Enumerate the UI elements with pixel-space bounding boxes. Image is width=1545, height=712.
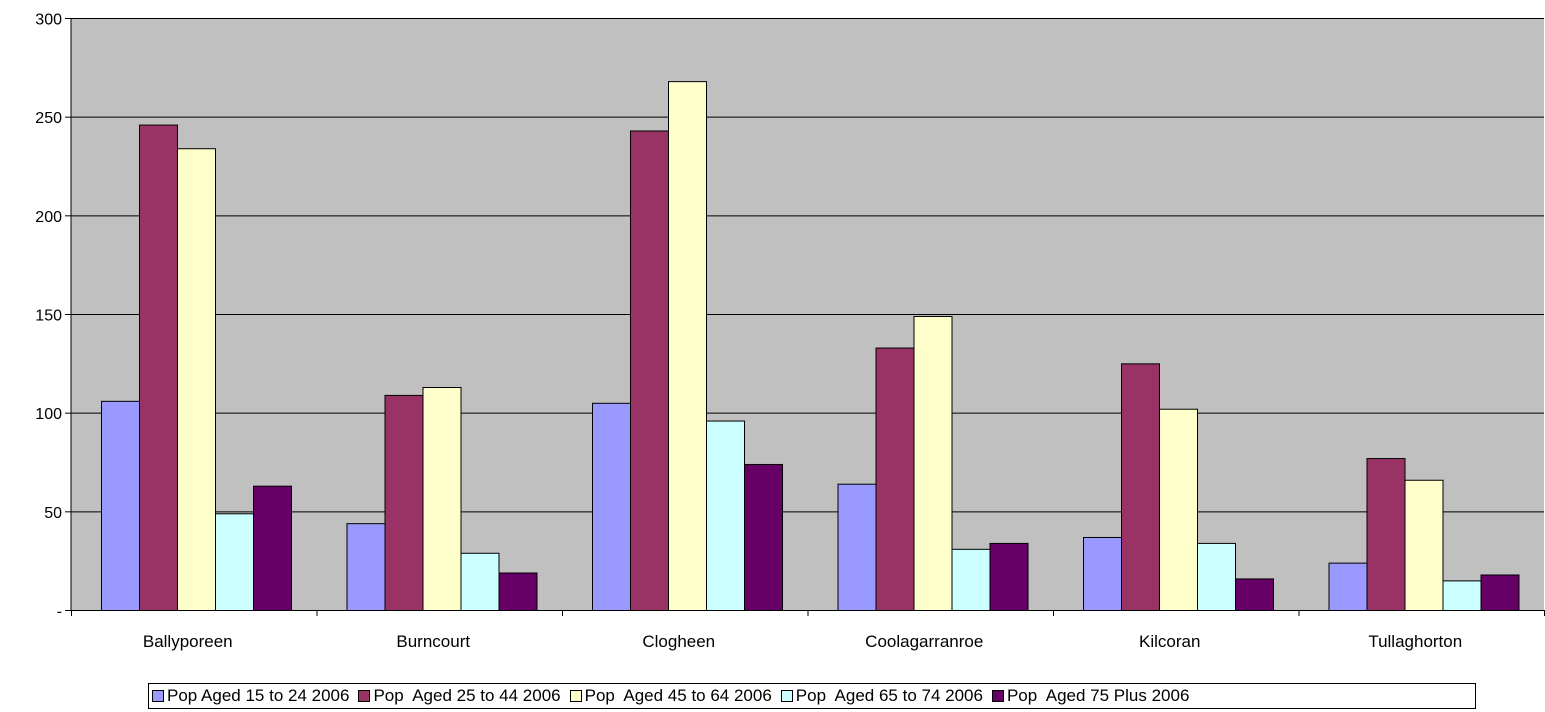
legend-item: Pop Aged 65 to 74 2006 bbox=[780, 686, 983, 706]
y-tick-label: - bbox=[57, 604, 62, 621]
y-tick-label: 50 bbox=[44, 505, 62, 522]
y-tick-label: 100 bbox=[35, 406, 62, 423]
legend-item: Pop Aged 45 to 64 2006 bbox=[569, 686, 772, 706]
bar bbox=[837, 483, 877, 611]
legend-label: Pop Aged 45 to 64 2006 bbox=[584, 686, 772, 705]
bar bbox=[498, 572, 538, 611]
legend-item: Pop Aged 75 Plus 2006 bbox=[991, 686, 1190, 706]
bar bbox=[630, 130, 669, 611]
bar bbox=[1235, 578, 1274, 612]
bar bbox=[460, 552, 500, 611]
gridlines bbox=[71, 18, 1544, 513]
legend-swatch bbox=[991, 690, 1004, 702]
x-tick-label: Kilcoran bbox=[1139, 632, 1200, 651]
legend-label: Pop Aged 25 to 44 2006 bbox=[373, 686, 561, 705]
bar bbox=[1121, 363, 1160, 612]
x-tick-label: Tullaghorton bbox=[1368, 632, 1462, 651]
bar bbox=[1083, 536, 1122, 612]
legend-label: Pop Aged 75 Plus 2006 bbox=[1006, 686, 1190, 705]
y-tick-label: 300 bbox=[35, 12, 62, 29]
bar bbox=[592, 402, 631, 611]
bar bbox=[744, 463, 783, 611]
bars bbox=[101, 81, 1520, 612]
y-tick-label: 200 bbox=[35, 209, 62, 226]
y-axis: - 50 100 150 200 250 300 bbox=[35, 12, 72, 621]
bar bbox=[1328, 562, 1368, 612]
bar bbox=[422, 387, 462, 611]
legend-label: Pop Aged 15 to 24 2006 bbox=[167, 686, 350, 705]
legend-item: Pop Aged 15 to 24 2006 bbox=[152, 686, 349, 706]
y-tick-label: 150 bbox=[35, 308, 62, 325]
bar bbox=[1366, 458, 1406, 612]
bar bbox=[346, 523, 386, 612]
legend-label: Pop Aged 65 to 74 2006 bbox=[795, 686, 983, 705]
legend-swatch bbox=[569, 690, 582, 702]
bar bbox=[177, 148, 216, 612]
legend: Pop Aged 15 to 24 2006 Pop Aged 25 to 44 … bbox=[148, 683, 1476, 709]
y-tick-label: 250 bbox=[35, 110, 62, 127]
bar bbox=[384, 394, 424, 612]
legend-item: Pop Aged 25 to 44 2006 bbox=[358, 686, 561, 706]
bar bbox=[951, 548, 991, 611]
bar bbox=[989, 542, 1029, 612]
bar bbox=[1159, 408, 1198, 611]
bar bbox=[139, 124, 178, 611]
legend-swatch bbox=[152, 690, 164, 702]
x-tick-label: Clogheen bbox=[642, 632, 715, 651]
bar bbox=[1442, 580, 1482, 612]
bar bbox=[1480, 574, 1520, 611]
chart: - 50 100 150 200 250 300 Ballyporeen Burncourt C… bbox=[35, 12, 1545, 651]
legend-swatch bbox=[780, 690, 793, 702]
x-tick-label: Burncourt bbox=[396, 632, 470, 651]
bar bbox=[913, 315, 953, 611]
bar bbox=[253, 485, 292, 611]
bar bbox=[668, 81, 707, 611]
bar bbox=[1197, 542, 1236, 612]
x-axis: Ballyporeen Burncourt Clogheen Coolagarranr… bbox=[71, 610, 1545, 651]
bar bbox=[875, 347, 915, 611]
legend-swatch bbox=[358, 690, 371, 702]
bar bbox=[706, 420, 745, 611]
x-tick-label: Coolagarranroe bbox=[865, 632, 983, 651]
bar bbox=[1404, 479, 1444, 612]
x-tick-label: Ballyporeen bbox=[143, 632, 233, 651]
bar bbox=[215, 513, 254, 611]
bar bbox=[101, 400, 140, 611]
